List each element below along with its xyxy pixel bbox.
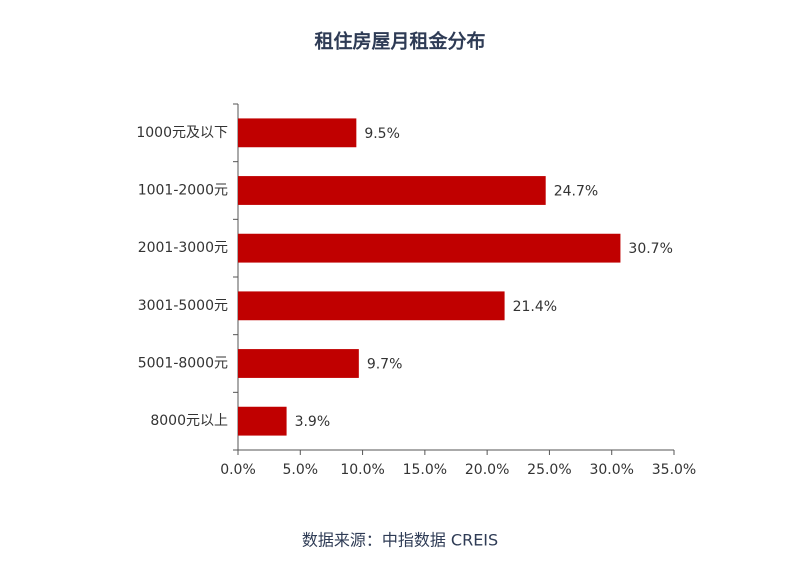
x-tick-label: 15.0% <box>403 462 447 478</box>
value-label: 9.5% <box>364 126 400 142</box>
bar <box>238 233 621 263</box>
value-label: 9.7% <box>367 357 403 373</box>
y-tick-label: 8000元以上 <box>150 413 228 429</box>
value-label: 3.9% <box>295 414 331 430</box>
value-label: 30.7% <box>628 241 672 257</box>
source-note: 数据来源：中指数据 CREIS <box>302 531 498 550</box>
x-tick-label: 25.0% <box>527 462 571 478</box>
y-tick-label: 3001-5000元 <box>138 298 228 314</box>
value-label: 24.7% <box>554 184 598 200</box>
bar <box>238 176 546 205</box>
x-tick-label: 35.0% <box>652 462 696 478</box>
x-tick-label: 30.0% <box>589 462 633 478</box>
x-tick-label: 0.0% <box>220 462 256 478</box>
y-tick-label: 1000元及以下 <box>136 125 228 141</box>
value-label: 21.4% <box>513 299 557 315</box>
bar <box>238 291 505 321</box>
x-tick-label: 20.0% <box>465 462 509 478</box>
y-tick-label: 5001-8000元 <box>138 356 228 372</box>
x-tick-label: 10.0% <box>340 462 384 478</box>
y-tick-label: 1001-2000元 <box>138 183 228 199</box>
chart-title: 租住房屋月租金分布 <box>314 30 485 53</box>
x-tick-label: 5.0% <box>282 462 318 478</box>
bar <box>238 406 287 436</box>
bar <box>238 118 357 148</box>
bar <box>238 349 359 378</box>
y-tick-label: 2001-3000元 <box>138 240 228 256</box>
